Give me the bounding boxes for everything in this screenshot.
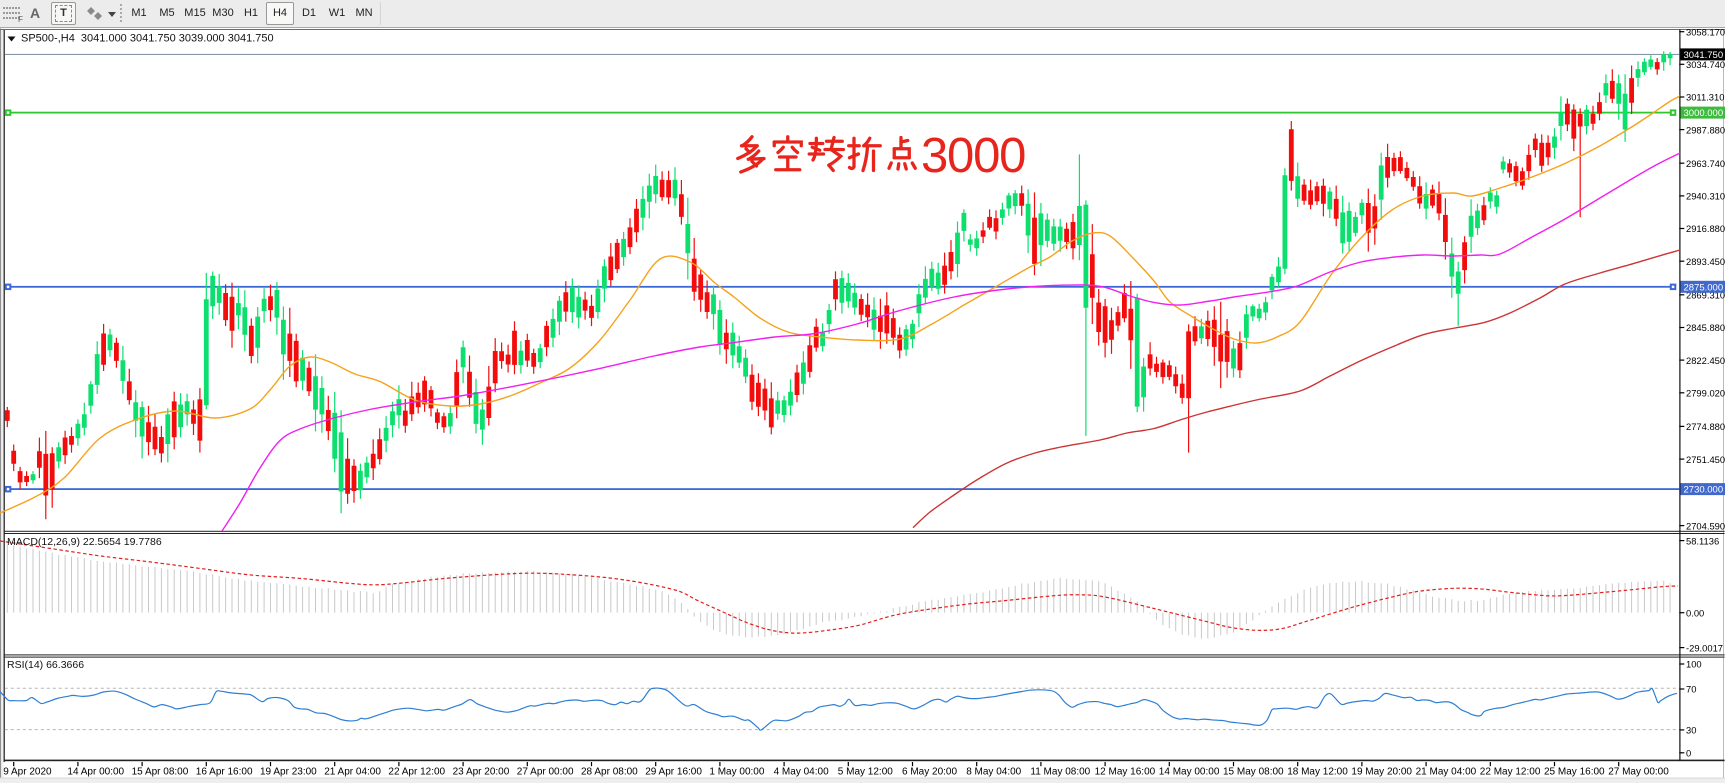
- svg-text:100: 100: [1686, 659, 1702, 670]
- svg-text:8 May 04:00: 8 May 04:00: [966, 767, 1021, 778]
- svg-text:27 Apr 00:00: 27 Apr 00:00: [517, 767, 574, 778]
- svg-text:6 May 20:00: 6 May 20:00: [902, 767, 957, 778]
- svg-text:12 May 16:00: 12 May 16:00: [1095, 767, 1156, 778]
- svg-text:3041.750: 3041.750: [1684, 50, 1724, 61]
- svg-text:3000: 3000: [921, 129, 1025, 183]
- svg-text:3011.310: 3011.310: [1686, 92, 1724, 103]
- svg-text:15 May 08:00: 15 May 08:00: [1223, 767, 1284, 778]
- svg-text:22 Apr 12:00: 22 Apr 12:00: [388, 767, 445, 778]
- svg-text:5 May 12:00: 5 May 12:00: [838, 767, 893, 778]
- svg-text:2916.880: 2916.880: [1686, 223, 1725, 234]
- svg-text:3034.740: 3034.740: [1686, 59, 1725, 70]
- svg-text:18 May 12:00: 18 May 12:00: [1287, 767, 1348, 778]
- svg-text:14 May 00:00: 14 May 00:00: [1159, 767, 1220, 778]
- svg-text:0.00: 0.00: [1686, 607, 1704, 618]
- svg-text:15 Apr 08:00: 15 Apr 08:00: [132, 767, 189, 778]
- svg-text:RSI(14) 66.3666: RSI(14) 66.3666: [7, 659, 84, 671]
- svg-text:2751.450: 2751.450: [1686, 454, 1725, 465]
- svg-text:16 Apr 16:00: 16 Apr 16:00: [196, 767, 253, 778]
- svg-text:9 Apr 2020: 9 Apr 2020: [3, 767, 52, 778]
- svg-text:21 May 04:00: 21 May 04:00: [1416, 767, 1477, 778]
- svg-text:21 Apr 04:00: 21 Apr 04:00: [324, 767, 381, 778]
- svg-text:3000.000: 3000.000: [1684, 108, 1724, 119]
- svg-text:2940.310: 2940.310: [1686, 191, 1725, 202]
- svg-text:29 Apr 16:00: 29 Apr 16:00: [645, 767, 702, 778]
- svg-text:70: 70: [1686, 684, 1696, 695]
- svg-text:4 May 04:00: 4 May 04:00: [774, 767, 829, 778]
- svg-text:2704.590: 2704.590: [1686, 520, 1725, 531]
- svg-text:2845.880: 2845.880: [1686, 322, 1725, 333]
- svg-text:1 May 00:00: 1 May 00:00: [709, 767, 764, 778]
- svg-text:19 May 20:00: 19 May 20:00: [1351, 767, 1412, 778]
- svg-text:28 Apr 08:00: 28 Apr 08:00: [581, 767, 638, 778]
- svg-text:-29.0017: -29.0017: [1686, 642, 1723, 653]
- svg-text:2875.000: 2875.000: [1684, 282, 1724, 293]
- svg-text:2869.310: 2869.310: [1686, 290, 1725, 301]
- svg-text:2893.450: 2893.450: [1686, 256, 1725, 267]
- svg-text:0: 0: [1686, 748, 1691, 759]
- svg-text:2799.020: 2799.020: [1686, 388, 1725, 399]
- svg-text:3058.170: 3058.170: [1686, 26, 1725, 37]
- svg-text:F: F: [18, 15, 23, 23]
- svg-text:30: 30: [1686, 725, 1696, 736]
- svg-text:25 May 16:00: 25 May 16:00: [1544, 767, 1605, 778]
- svg-text:14 Apr 00:00: 14 Apr 00:00: [67, 767, 124, 778]
- svg-text:58.1136: 58.1136: [1686, 535, 1719, 546]
- svg-text:SP500-,H4 3041.000 3041.750 3: SP500-,H4 3041.000 3041.750 3039.000 304…: [21, 33, 274, 45]
- svg-text:11 May 08:00: 11 May 08:00: [1030, 767, 1090, 778]
- svg-text:2774.880: 2774.880: [1686, 421, 1725, 432]
- svg-text:MACD(12,26,9) 22.5654 19.7786: MACD(12,26,9) 22.5654 19.7786: [7, 536, 162, 548]
- svg-text:2822.450: 2822.450: [1686, 355, 1725, 366]
- svg-text:23 Apr 20:00: 23 Apr 20:00: [453, 767, 510, 778]
- svg-text:2987.880: 2987.880: [1686, 124, 1725, 135]
- svg-text:2730.000: 2730.000: [1684, 485, 1724, 496]
- svg-text:19 Apr 23:00: 19 Apr 23:00: [260, 767, 317, 778]
- svg-text:27 May 00:00: 27 May 00:00: [1608, 767, 1669, 778]
- svg-text:2963.740: 2963.740: [1686, 158, 1725, 169]
- svg-text:22 May 12:00: 22 May 12:00: [1480, 767, 1541, 778]
